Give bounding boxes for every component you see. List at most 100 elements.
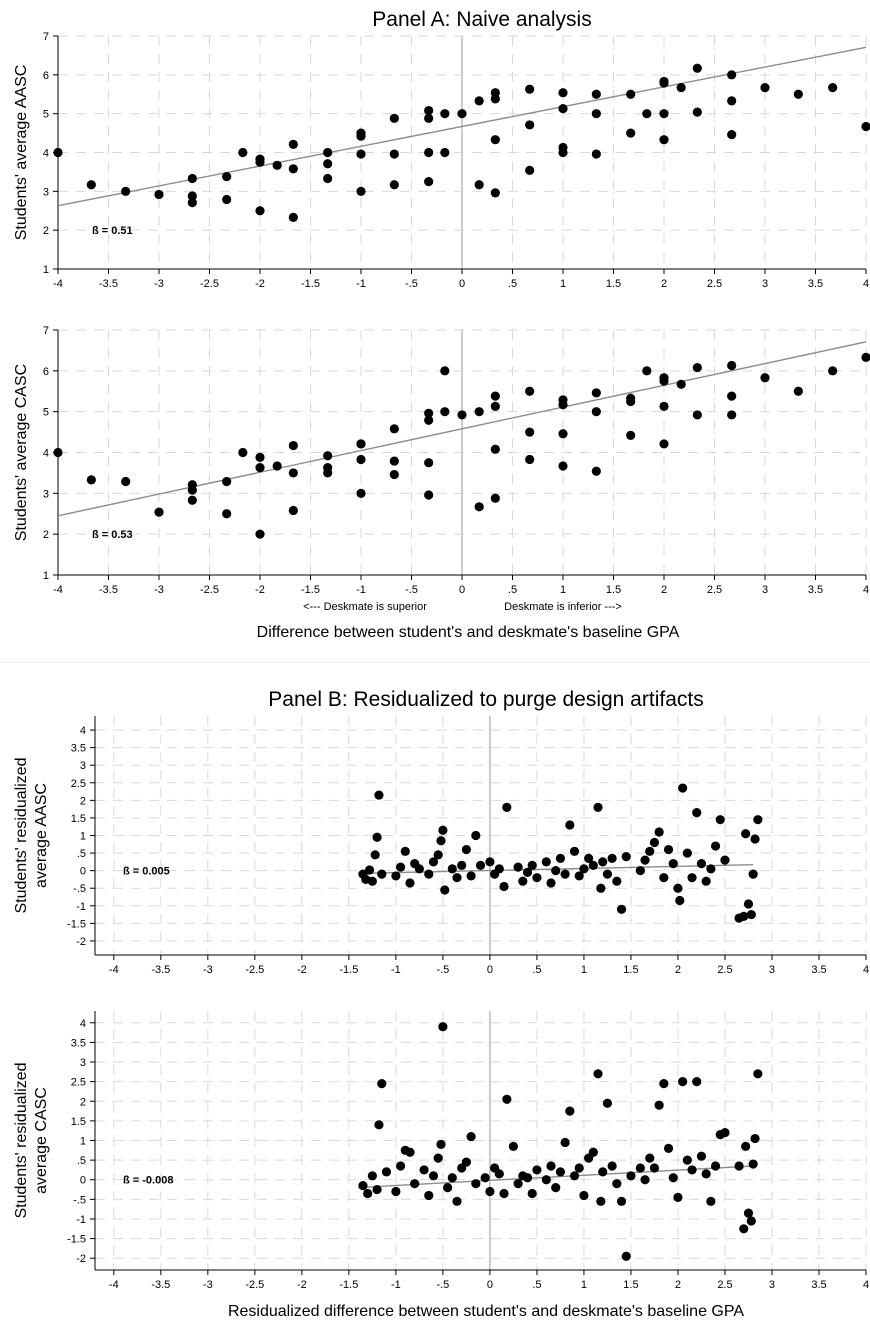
y-axis-label: Students' average AASC bbox=[13, 65, 30, 241]
data-point bbox=[793, 89, 803, 99]
x-tick-label: -2 bbox=[255, 584, 265, 596]
chart-b2: -4 -3.5 -3 -2.5 -2 -1.5 -1 -.5 0.5 1 1.5 2 2.5 3 3.5 4-… bbox=[13, 1011, 869, 1291]
data-point bbox=[588, 1147, 598, 1157]
x-tick-label: 3 bbox=[769, 964, 775, 976]
data-point bbox=[640, 1175, 650, 1185]
x-tick-label: -2 bbox=[297, 1279, 307, 1291]
data-point bbox=[424, 415, 434, 425]
y-tick-label: 4 bbox=[43, 148, 49, 160]
y-tick-label: 6 bbox=[43, 366, 49, 378]
data-point bbox=[861, 121, 870, 132]
data-point bbox=[645, 846, 655, 856]
x-tick-label: 0 bbox=[459, 584, 465, 596]
data-point bbox=[706, 1196, 716, 1206]
x-tick-label: -3 bbox=[203, 964, 213, 976]
data-point bbox=[424, 408, 434, 418]
data-point bbox=[457, 109, 467, 119]
data-point bbox=[255, 463, 265, 473]
data-point bbox=[323, 173, 333, 184]
data-point bbox=[753, 815, 763, 825]
data-point bbox=[727, 70, 737, 80]
data-point bbox=[602, 869, 613, 879]
y-axis-label: average AASC bbox=[33, 783, 50, 888]
data-point bbox=[668, 859, 678, 869]
data-point bbox=[668, 1173, 678, 1183]
x-tick-label: -4 bbox=[109, 1279, 119, 1291]
data-point bbox=[591, 89, 601, 99]
data-point bbox=[659, 135, 669, 145]
data-point bbox=[522, 1173, 533, 1183]
x-tick-label: 2 bbox=[675, 1279, 681, 1291]
data-point bbox=[541, 1175, 551, 1185]
x-tick-label: -2.5 bbox=[245, 1279, 264, 1291]
data-point bbox=[565, 1106, 575, 1116]
data-point bbox=[649, 837, 660, 848]
data-point bbox=[659, 376, 669, 386]
data-point bbox=[86, 180, 96, 190]
data-point bbox=[727, 410, 737, 420]
direction-right-label: Deskmate is inferior ---> bbox=[504, 601, 622, 613]
data-point bbox=[363, 1188, 373, 1199]
data-point bbox=[474, 180, 484, 190]
panel-divider bbox=[0, 662, 870, 663]
data-point bbox=[424, 147, 434, 158]
x-tick-label: .5 bbox=[532, 964, 541, 976]
y-tick-label: 2 bbox=[43, 225, 49, 237]
data-point bbox=[440, 407, 450, 417]
y-axis-label: Students' average CASC bbox=[13, 364, 30, 541]
data-point bbox=[461, 844, 471, 855]
data-point bbox=[748, 1159, 758, 1169]
data-point bbox=[395, 1161, 406, 1171]
data-point bbox=[525, 120, 535, 130]
data-point bbox=[377, 869, 387, 879]
data-point bbox=[676, 379, 686, 389]
data-point bbox=[696, 859, 707, 869]
data-point bbox=[238, 147, 248, 158]
data-point bbox=[389, 456, 399, 466]
data-point bbox=[602, 1098, 613, 1108]
data-point bbox=[452, 1196, 462, 1206]
y-tick-label: 5 bbox=[43, 407, 49, 419]
data-point bbox=[288, 139, 298, 149]
data-point bbox=[676, 83, 686, 93]
data-point bbox=[525, 165, 535, 175]
data-point bbox=[659, 401, 669, 411]
data-point bbox=[400, 846, 410, 856]
data-point bbox=[746, 1216, 756, 1226]
data-point bbox=[659, 1078, 669, 1089]
data-point bbox=[490, 135, 500, 145]
data-point bbox=[323, 451, 333, 461]
data-point bbox=[323, 147, 333, 158]
data-point bbox=[436, 1139, 446, 1150]
x-tick-label: 1 bbox=[560, 278, 566, 290]
data-point bbox=[187, 173, 197, 184]
data-point bbox=[474, 96, 484, 106]
x-tick-label: 2.5 bbox=[707, 584, 722, 596]
data-point bbox=[391, 871, 401, 881]
data-point bbox=[596, 1196, 606, 1206]
x-tick-label: -1 bbox=[391, 964, 401, 976]
y-tick-label: 7 bbox=[43, 31, 49, 43]
x-tick-label: -.5 bbox=[436, 964, 449, 976]
data-point bbox=[410, 1179, 420, 1189]
data-point bbox=[471, 830, 481, 841]
data-point bbox=[440, 147, 450, 158]
data-point bbox=[626, 430, 636, 440]
y-tick-label: 2 bbox=[43, 529, 49, 541]
x-tick-label: -.5 bbox=[405, 584, 418, 596]
x-tick-label: 1.5 bbox=[606, 278, 621, 290]
data-point bbox=[701, 876, 711, 886]
data-point bbox=[598, 1167, 608, 1177]
y-tick-label: 1 bbox=[80, 831, 86, 843]
data-point bbox=[828, 83, 838, 93]
y-tick-label: 3 bbox=[80, 1057, 86, 1069]
y-tick-label: 2 bbox=[80, 1096, 86, 1108]
y-tick-label: 1.5 bbox=[71, 1116, 86, 1128]
y-tick-label: -1 bbox=[76, 1214, 86, 1226]
y-tick-label: -2 bbox=[76, 1253, 86, 1265]
data-point bbox=[428, 857, 439, 867]
data-point bbox=[389, 469, 399, 480]
data-point bbox=[692, 362, 702, 373]
data-point bbox=[760, 83, 770, 93]
data-point bbox=[527, 1188, 537, 1199]
